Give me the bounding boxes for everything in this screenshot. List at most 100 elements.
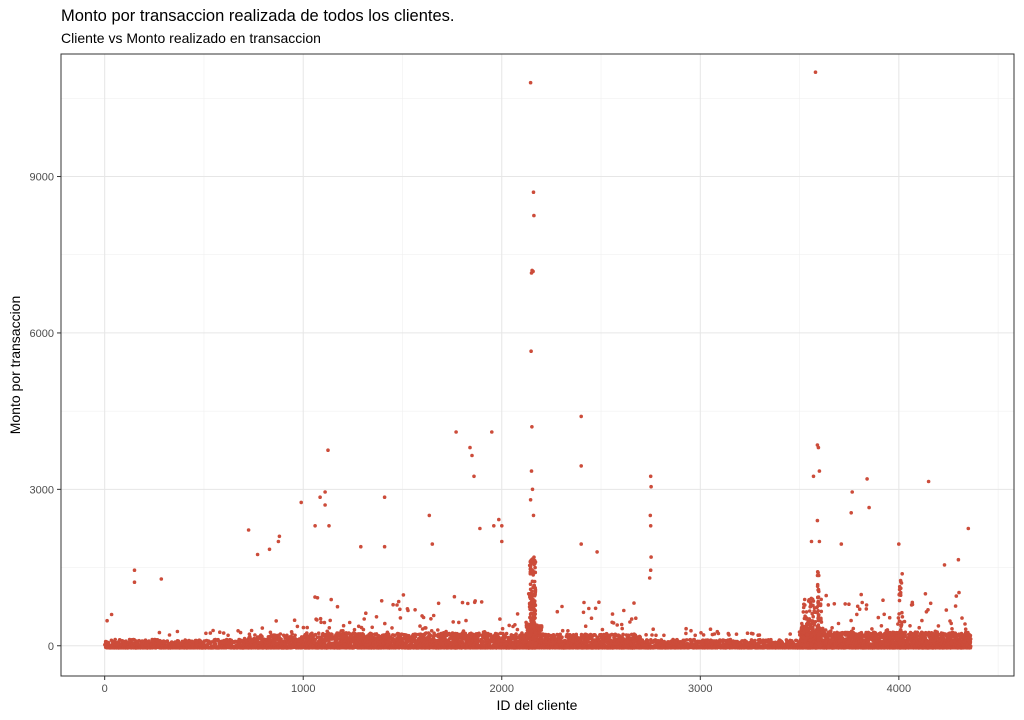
data-point [632, 601, 636, 605]
data-point [293, 633, 297, 638]
data-point [279, 637, 283, 641]
data-point [589, 616, 594, 620]
data-point [328, 618, 333, 623]
data-point [421, 615, 426, 620]
data-point [514, 632, 518, 636]
data-point [361, 627, 366, 632]
data-point [654, 633, 658, 638]
data-point [619, 622, 624, 627]
data-point [383, 621, 387, 626]
data-point [292, 618, 297, 622]
data-point [390, 626, 394, 630]
data-point [157, 630, 162, 635]
data-point [629, 617, 634, 621]
data-point [204, 631, 208, 636]
data-point [473, 599, 478, 603]
data-point [693, 633, 697, 638]
data-point [560, 635, 564, 639]
data-point [401, 593, 406, 597]
data-point [644, 633, 648, 637]
data-point [364, 611, 368, 615]
grid-minor [61, 54, 1014, 676]
data-point [716, 631, 721, 636]
chart-subtitle: Cliente vs Monto realizado en transaccio… [61, 30, 321, 46]
data-point [278, 632, 283, 636]
data-point [751, 632, 755, 636]
data-point [684, 626, 688, 631]
data-point [684, 631, 688, 636]
chart-title: Monto por transaccion realizada de todos… [61, 7, 455, 25]
data-point [436, 601, 441, 606]
data-point [167, 633, 172, 637]
data-point [495, 632, 500, 636]
data-point [593, 606, 598, 611]
data-point [143, 638, 148, 642]
data-point [256, 637, 260, 642]
data-point [436, 628, 440, 632]
data-point [620, 626, 624, 631]
data-point [395, 603, 399, 607]
data-point [379, 599, 384, 603]
data-point [370, 625, 375, 630]
data-point [515, 627, 520, 632]
data-point [745, 631, 750, 635]
data-point [253, 633, 257, 637]
data-point [316, 631, 321, 635]
data-point [452, 594, 457, 599]
data-point [341, 623, 346, 628]
data-point [504, 631, 509, 636]
data-point [290, 632, 294, 636]
data-point [260, 634, 264, 639]
data-point [305, 625, 310, 630]
data-point [757, 633, 762, 637]
data-point [208, 631, 213, 635]
data-point [175, 629, 180, 634]
data-point [406, 608, 410, 613]
data-point [515, 612, 520, 616]
data-point [137, 638, 141, 643]
data-point [236, 629, 240, 633]
data-point [260, 626, 265, 630]
data-point [651, 627, 655, 631]
data-point [460, 600, 465, 605]
data-point [211, 628, 215, 633]
data-point [335, 604, 340, 609]
data-point [305, 631, 309, 635]
data-point [662, 633, 666, 638]
data-point [610, 612, 615, 616]
data-point [398, 607, 402, 612]
data-point [341, 629, 345, 633]
data-point [413, 608, 417, 612]
data-point [734, 632, 739, 636]
data-point [507, 623, 512, 628]
data-point [753, 638, 757, 643]
data-point [429, 617, 433, 621]
data-point [315, 618, 319, 622]
data-point [566, 629, 570, 633]
data-point [319, 620, 323, 625]
data-point [708, 627, 713, 631]
data-point [582, 600, 586, 605]
data-point [466, 601, 470, 606]
data-point [451, 620, 456, 624]
data-point [362, 617, 367, 621]
data-point [650, 633, 654, 637]
data-point [269, 633, 274, 637]
data-point [689, 628, 693, 633]
data-point [634, 616, 638, 620]
data-point [318, 616, 323, 621]
data-point [238, 630, 243, 635]
data-point [457, 620, 461, 625]
data-point [329, 597, 334, 602]
data-point [560, 628, 565, 633]
data-point [498, 617, 502, 621]
data-point [391, 602, 395, 607]
data-point [369, 632, 374, 636]
data-point [597, 600, 601, 604]
data-point [621, 632, 625, 637]
data-point [247, 632, 252, 636]
data-point [398, 616, 403, 620]
data-point [727, 633, 731, 637]
data-point [322, 620, 327, 625]
